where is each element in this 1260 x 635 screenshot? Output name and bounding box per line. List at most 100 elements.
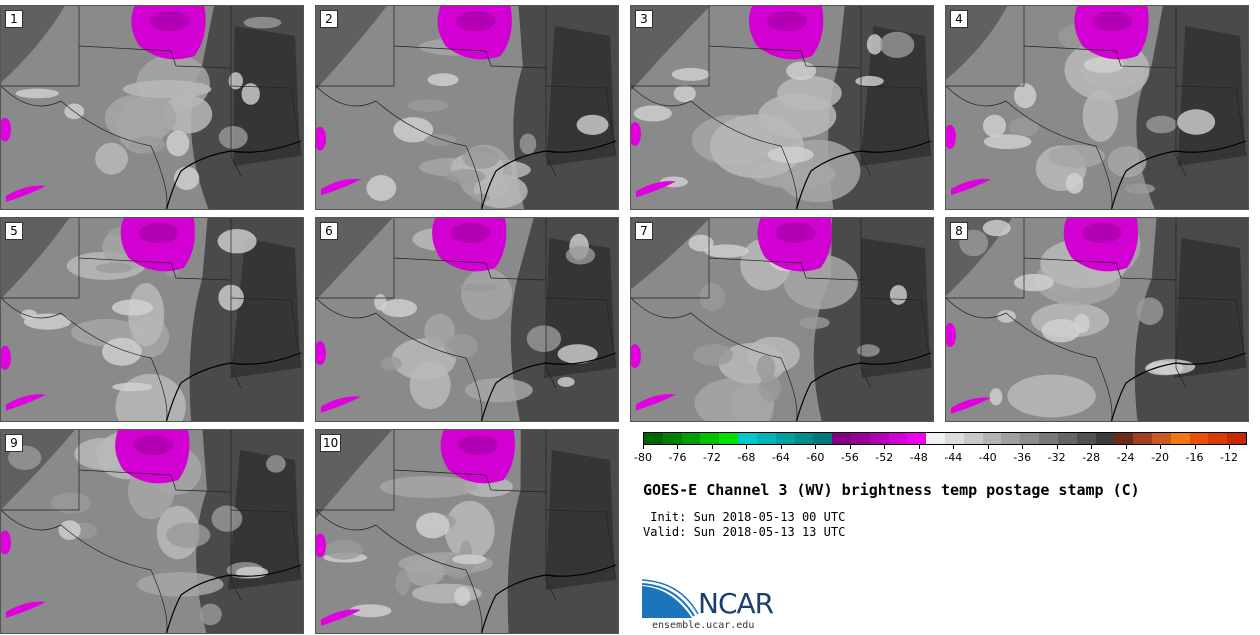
colorbar-tick <box>1056 445 1058 449</box>
coastline <box>1110 352 1247 421</box>
moist-cell <box>673 84 696 103</box>
moist-cell <box>366 175 397 202</box>
colorbar-swatch <box>945 433 964 444</box>
colorbar-swatch <box>1189 433 1209 444</box>
colorbar-swatch <box>1001 433 1021 444</box>
moist-cell <box>1083 56 1125 73</box>
moist-cell <box>767 146 814 164</box>
state-boundary <box>545 297 617 369</box>
map-panel-7: 7 <box>630 217 934 422</box>
state-boundary <box>1 297 168 421</box>
colorbar-tick-label: -56 <box>840 451 859 464</box>
cold-cloud-core <box>1081 223 1122 243</box>
state-boundary <box>393 45 547 69</box>
cold-cloud-fragment <box>951 178 991 196</box>
colorbar-swatch <box>775 433 795 444</box>
moist-band <box>137 572 224 597</box>
moist-cell <box>112 382 153 392</box>
colorbar-swatch <box>982 433 1002 444</box>
state-boundary <box>631 218 710 299</box>
moist-cell <box>199 603 222 626</box>
wv-field-map <box>1 218 303 421</box>
moist-cell <box>1124 183 1156 195</box>
map-panel-10: 10 <box>315 429 619 634</box>
moist-cell <box>576 114 609 135</box>
state-boundary <box>946 218 1025 299</box>
state-boundary <box>393 469 547 493</box>
moist-cell <box>446 169 486 184</box>
moist-cell <box>266 455 286 473</box>
cold-cloud-fragment <box>951 397 991 414</box>
moist-band <box>104 93 177 143</box>
moist-cell <box>856 344 880 357</box>
colorbar-swatch <box>832 433 851 444</box>
cold-cloud-fragment <box>636 181 676 198</box>
moist-cell <box>519 133 537 155</box>
cold-cloud-fragment <box>631 121 641 146</box>
dry-region-core <box>1174 238 1245 378</box>
colorbar-tick-label: -40 <box>978 451 997 464</box>
wv-field-map <box>316 430 618 633</box>
moist-cell <box>395 570 410 596</box>
state-boundary <box>316 85 483 209</box>
colorbar-tick-label: -32 <box>1047 451 1066 464</box>
moist-cell <box>688 234 714 252</box>
cold-cloud-fragment <box>1 117 11 142</box>
map-panel-4: 4 <box>945 5 1249 210</box>
cold-cloud-fragment <box>316 126 326 151</box>
state-boundary <box>1175 218 1187 389</box>
colorbar-tick-label: -24 <box>1116 451 1135 464</box>
state-boundary <box>545 85 617 157</box>
moist-cell <box>228 72 243 90</box>
state-boundary <box>78 257 232 281</box>
state-boundary <box>946 85 1113 209</box>
coastline <box>795 140 932 209</box>
state-boundary <box>1 218 80 299</box>
state-boundary <box>230 509 302 581</box>
map-panel-6: 6 <box>315 217 619 422</box>
coastline <box>165 140 302 209</box>
moist-cell <box>879 31 915 58</box>
state-boundary <box>1175 297 1247 369</box>
colorbar-tick <box>643 445 644 449</box>
dry-region-core <box>861 238 930 378</box>
moist-cell <box>462 146 500 169</box>
cold-cloud-fragment <box>6 394 46 411</box>
state-boundary <box>708 257 862 281</box>
moist-band <box>461 268 513 320</box>
colorbar-tick <box>1194 445 1196 449</box>
state-boundary <box>1023 45 1177 69</box>
colorbar-swatch <box>813 433 833 444</box>
moist-cell <box>1041 318 1081 343</box>
moist-cell <box>95 262 132 274</box>
dry-region-core <box>860 26 930 166</box>
moist-cell <box>989 388 1003 406</box>
colorbar-tick-label: -28 <box>1082 451 1101 464</box>
panel-number: 1 <box>5 10 23 28</box>
ncar-logo-icon <box>642 579 699 618</box>
moist-cell <box>756 354 776 381</box>
colorbar-swatch <box>700 433 720 444</box>
moist-cell <box>243 16 282 29</box>
cold-cloud-core <box>455 11 496 31</box>
colorbar-tick <box>677 445 679 449</box>
moist-cell <box>1177 109 1216 135</box>
moist-cell <box>565 245 596 265</box>
state-boundary <box>631 297 798 421</box>
state-boundary <box>860 6 872 177</box>
coastline <box>1110 140 1247 209</box>
panel-number: 2 <box>320 10 338 28</box>
cold-cloud-core <box>775 223 816 243</box>
colorbar-swatch <box>963 433 983 444</box>
panel-number: 4 <box>950 10 968 28</box>
colorbar <box>643 432 1247 445</box>
colorbar-swatch <box>681 433 701 444</box>
map-panel-5: 5 <box>0 217 304 422</box>
moist-cell <box>855 75 884 87</box>
colorbar-swatch <box>1133 433 1152 444</box>
cold-cloud-core <box>149 11 190 31</box>
state-boundary <box>78 45 232 69</box>
moist-cell <box>889 284 907 305</box>
moist-cell <box>380 299 418 318</box>
colorbar-tick-label: -52 <box>875 451 894 464</box>
